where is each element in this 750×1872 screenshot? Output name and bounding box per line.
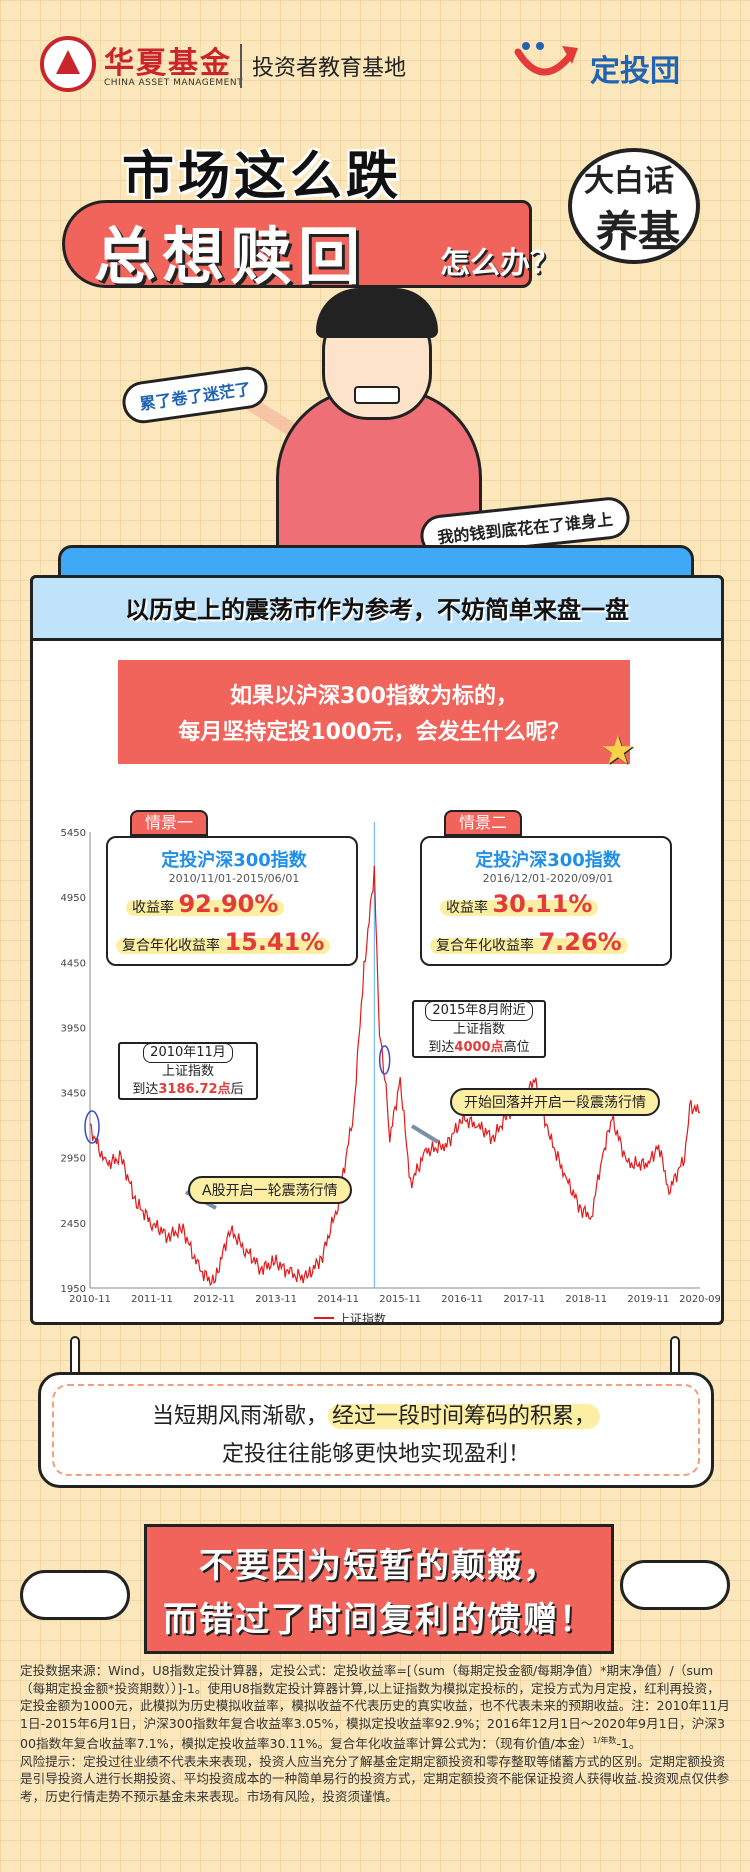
disclaimer-p1: 定投数据来源：Wind，U8指数定投计算器，定投公式：定投收益率=[（sum（每… [20,1663,730,1752]
headline-line2: 总想赎回 [94,220,367,293]
scenario2-box: 定投沪深300指数 2016/12/01-2020/09/01 收益率 30.1… [420,836,672,966]
chart-legend: 上证指数 [338,1312,387,1326]
y-tick-label: 2450 [61,1219,86,1230]
highlight-2015-point [378,1045,391,1075]
scenario2-annual-label: 复合年化收益率 [436,938,534,954]
series-line-shanghai-index [89,865,701,1287]
question-box [118,660,630,764]
note-line1: 当短期风雨渐歇， 经过一段时间筹码的积累， [52,1398,700,1430]
y-tick-label: 4450 [61,958,86,969]
callout-2010-value: 3186.72点 [158,1082,231,1097]
y-tick-label: 1950 [61,1284,86,1295]
callout-2015: 2015年8月附近 上证指数 到达4000点高位 [412,1000,546,1058]
chinaamc-logo-icon [40,36,96,92]
card-title: 以历史上的震荡市作为参考，不妨简单来盘一盘 [125,596,629,624]
callout-2015-l1: 上证指数 [452,1022,505,1037]
pin-left [70,1336,80,1376]
callout-2015-head: 2015年8月附近 [425,1001,533,1021]
callout-2010-l2c: 后 [230,1082,244,1097]
note-box [38,1372,714,1488]
card-header [30,575,724,641]
scenario2-return-value: 30.11% [492,890,593,918]
y-tick-label: 3450 [61,1089,86,1100]
slogan-line1: 不要因为短暂的颠簸， [199,1546,559,1586]
pill-fallback: 开始回落并开启一段震荡行情 [450,1088,660,1116]
scenario1-return-value: 92.90% [178,890,279,918]
callout-2015-value: 4000点 [454,1040,504,1055]
x-tick-label: 2012-11 [193,1294,235,1305]
x-tick-label: 2018-11 [565,1294,607,1305]
scenario2-annual-value: 7.26% [538,928,622,956]
scenario2-return-label: 收益率 [446,900,488,916]
scenario1-date: 2010/11/01-2015/06/01 [168,872,300,885]
smile-arrow-icon [514,42,578,76]
x-tick-label: 2019-11 [627,1294,669,1305]
note-dashed-border [52,1384,700,1476]
disclaimer-p2: 风险提示：定投过往业绩不代表未来表现，投资人应当充分了解基金定期定额投资和零存整… [20,1753,730,1804]
slogan-line2: 而错过了时间复利的馈赠！ [163,1600,595,1640]
note-line1a: 当短期风雨渐歇， [151,1404,328,1429]
pill-a-share: A股开启一轮震荡行情 [188,1176,352,1204]
callout-2010-l2a: 到达 [132,1082,159,1097]
arrow-fallback [410,1124,440,1144]
disclaimer: 定投数据来源：Wind，U8指数定投计算器，定投公式：定投收益率=[（sum（每… [20,1662,732,1805]
x-tick-label: 2020-09 [679,1294,720,1305]
legend-line-swatch [314,1317,334,1319]
x-tick-label: 2014-11 [317,1294,359,1305]
brand-english: CHINA ASSET MANAGEMENT [104,78,244,88]
scenario2-tab: 情景二 [444,810,522,836]
brand-subtitle: 投资者教育基地 [252,56,407,81]
x-tick-label: 2013-11 [255,1294,297,1305]
dabaihua-badge [568,148,700,264]
character-hair [316,288,438,338]
question-line2: 每月坚持定投1000元，会发生什么呢？ [178,720,570,745]
callout-2010-l1: 上证指数 [161,1064,214,1079]
badge-line2: 养基 [596,207,681,256]
disclaimer-sup: 1/年数 [592,1736,617,1745]
scenario2-date: 2016/12/01-2020/09/01 [482,872,614,885]
note-line2: 定投往往能够更快地实现盈利！ [221,1442,530,1467]
cloud-right [620,1560,730,1610]
callout-2015-l2c: 高位 [503,1040,530,1055]
y-tick-label: 3950 [61,1023,86,1034]
brand-name: 华夏基金 [104,46,232,81]
brand-divider [240,44,242,88]
star-icon: ★ [600,728,636,774]
scenario1-return-label: 收益率 [132,900,174,916]
slogan-box [144,1524,614,1654]
callout-2015-l2a: 到达 [428,1040,455,1055]
headline-banner [62,200,532,288]
y-tick-label: 2950 [61,1154,86,1165]
dingtou-logo: 定投団 [590,54,680,89]
scenario1-annual-label: 复合年化收益率 [122,938,220,954]
disclaimer-p1-end: -1。 [616,1736,642,1752]
scenario1-box: 定投沪深300指数 2010/11/01-2015/06/01 收益率 92.9… [106,836,358,966]
x-tick-label: 2016-11 [441,1294,483,1305]
pin-right [670,1336,680,1376]
scenario1-title: 定投沪深300指数 [161,850,307,871]
x-tick-label: 2010-11 [69,1294,111,1305]
x-tick-label: 2015-11 [379,1294,421,1305]
headline-line3: 怎么办？ [440,246,560,281]
x-tick-label: 2011-11 [131,1294,173,1305]
question-line1: 如果以沪深300指数为标的， [230,684,518,709]
callout-2010-head: 2010年11月 [143,1043,233,1063]
character-mouth [354,386,400,404]
cloud-left [20,1570,130,1620]
callout-2010: 2010年11月 上证指数 到达3186.72点后 [118,1042,258,1100]
y-tick-label: 4950 [61,893,86,904]
scenario1-tab: 情景一 [130,810,208,836]
y-tick-label: 5450 [61,828,86,839]
badge-line1: 大白话 [584,164,674,199]
headline-line1: 市场这么跌 [122,147,403,207]
highlight-2010-point [84,1110,100,1144]
scenario1-annual-value: 15.41% [224,928,325,956]
scenario2-title: 定投沪深300指数 [475,850,621,871]
x-tick-label: 2017-11 [503,1294,545,1305]
note-line1b: 经过一段时间筹码的积累， [328,1404,601,1429]
